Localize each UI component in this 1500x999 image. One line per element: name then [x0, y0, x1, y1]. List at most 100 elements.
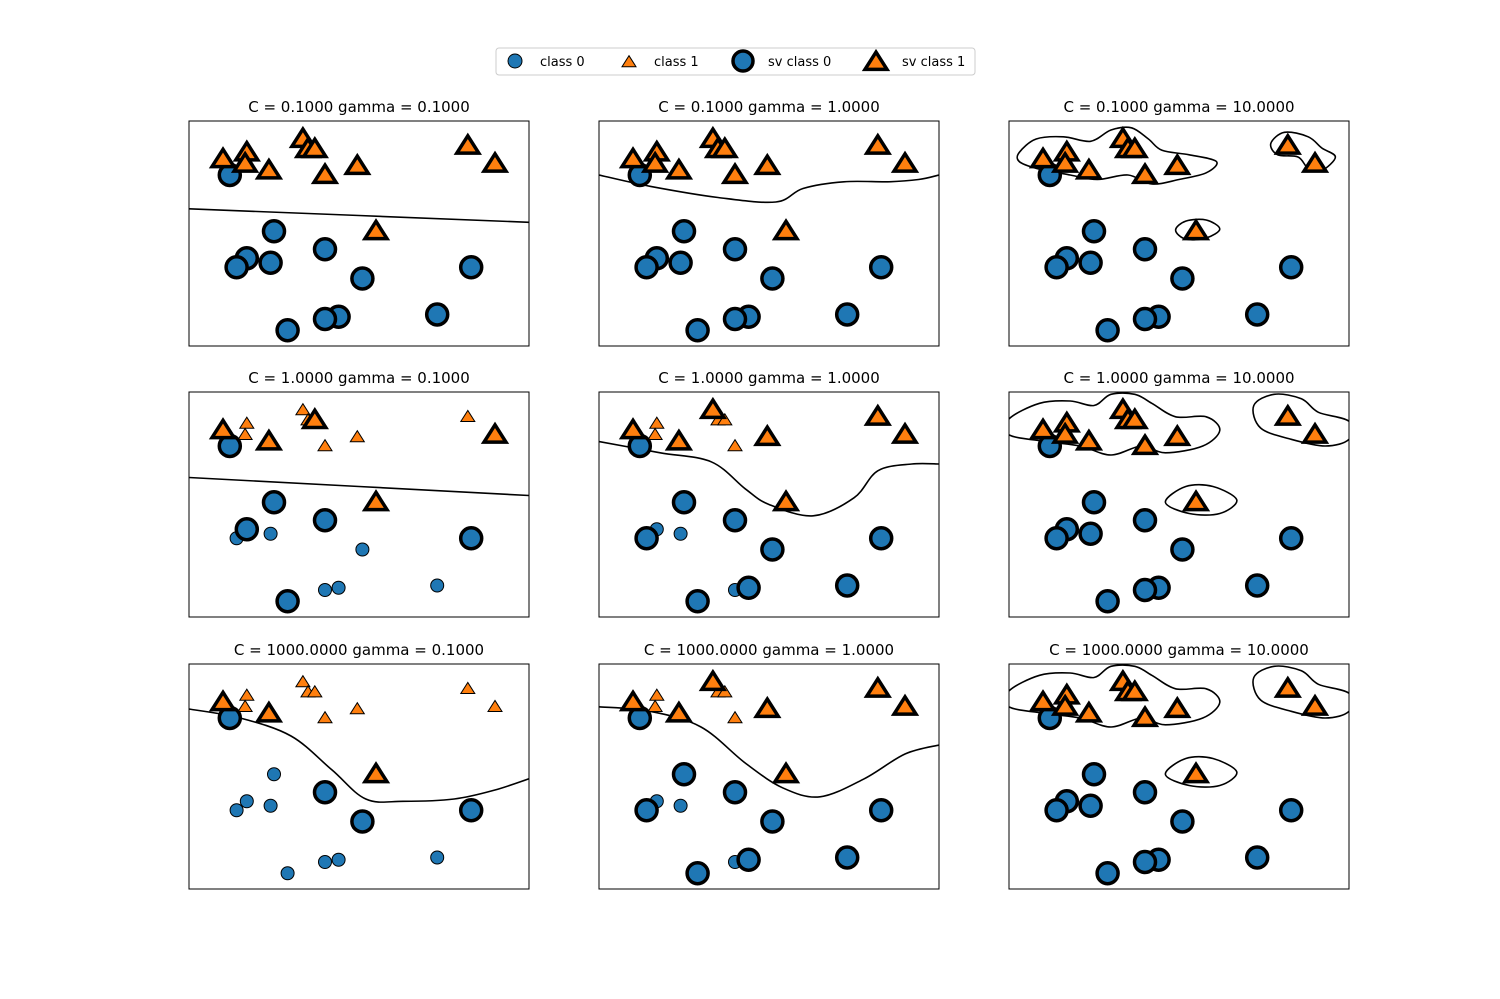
sv-class1-point-20: [1163, 695, 1192, 719]
sv-class1-point-23: [771, 218, 801, 241]
legend-label-class-0: class 0: [540, 55, 585, 70]
sv-class0-point-4: [634, 255, 659, 280]
axes-frame: [188, 663, 530, 890]
sv-class1-point-12: [618, 689, 648, 712]
sv-class1-point-18: [254, 428, 284, 451]
sv-class0-point-9: [1132, 577, 1158, 603]
data-points: [618, 125, 920, 343]
sv-class0-point-7: [868, 255, 894, 280]
sv-class0-point-1: [671, 219, 697, 244]
sv-class0-point-5: [1132, 237, 1158, 262]
sv-class0-point-3: [668, 250, 693, 275]
subplot-title: C = 1000.0000 gamma = 0.1000: [234, 641, 484, 659]
class0-point-6: [355, 542, 370, 557]
sv-class1-point-12: [208, 689, 238, 712]
sv-class0-point-5: [312, 508, 338, 533]
sv-class1-point-22: [480, 421, 510, 444]
sv-class0-point-6: [1170, 537, 1195, 562]
class1-point-19: [727, 438, 743, 452]
sv-class0-point-5: [722, 780, 748, 805]
sv-class0-point-9: [1132, 306, 1158, 332]
subplot-5: C = 1.0000 gamma = 1.0000: [598, 369, 940, 618]
sv-class0-point-7: [1278, 255, 1304, 280]
class0-point-3: [673, 526, 688, 541]
decision-boundary: [599, 440, 939, 517]
sv-class0-point-1: [1081, 762, 1107, 787]
sv-class1-point-23: [771, 489, 801, 512]
subplot-9: C = 1000.0000 gamma = 10.0000: [1008, 641, 1350, 890]
sv-class1-point-17: [300, 135, 329, 159]
sv-class1-point-19: [310, 161, 340, 185]
sv-class1-point-23: [1181, 761, 1211, 784]
data-points: [618, 396, 920, 614]
class0-point-9: [318, 855, 332, 869]
sv-class1-point-17: [300, 406, 329, 430]
class1-point-19: [317, 438, 333, 452]
sv-class0-point-6: [760, 266, 785, 291]
sv-class1-point-20: [1163, 423, 1192, 447]
class1-point-17: [716, 684, 733, 698]
sv-class0-point-6: [1170, 809, 1195, 834]
subplot-title: C = 0.1000 gamma = 1.0000: [658, 98, 880, 116]
sv-class1-point-23: [1181, 218, 1211, 241]
sv-class1-point-22: [890, 150, 920, 173]
legend-marker-sv-class-0: [731, 49, 755, 73]
sv-class1-point-22: [480, 150, 510, 173]
decision-boundary: [599, 706, 939, 798]
sv-class0-point-5: [1132, 508, 1158, 533]
data-points: [1028, 396, 1330, 614]
sv-class0-point-1: [671, 490, 697, 515]
sv-class1-point-18: [1074, 157, 1104, 180]
sv-class1-point-23: [771, 761, 801, 784]
data-points: [1028, 125, 1330, 343]
sv-class0-point-11: [275, 318, 300, 343]
axes-frame: [188, 120, 530, 347]
sv-class1-point-14: [1050, 693, 1080, 716]
sv-class0-point-4: [1044, 526, 1069, 551]
sv-class0-point-1: [261, 490, 287, 515]
class1-point-13: [238, 688, 255, 701]
axes-frame: [598, 663, 940, 890]
sv-class1-point-12: [208, 417, 238, 440]
legend-marker-class-0: [507, 53, 523, 69]
sv-class1-point-22: [1300, 421, 1330, 444]
class1-point-15: [294, 402, 311, 416]
sv-class0-point-8: [736, 847, 761, 872]
sv-class1-point-21: [453, 132, 482, 155]
data-points: [1028, 668, 1330, 886]
boundary-contour-1: [1016, 126, 1218, 185]
sv-class1-point-20: [753, 152, 782, 176]
sv-class1-point-18: [254, 157, 284, 180]
sv-class0-point-7: [868, 798, 894, 823]
boundary-contour-1: [599, 440, 939, 517]
sv-class1-point-18: [254, 700, 284, 723]
subplot-grid: C = 0.1000 gamma = 0.1000 C = 0.1000 gamm…: [188, 98, 1350, 890]
axes-frame: [188, 391, 530, 618]
sv-class1-point-22: [1300, 693, 1330, 716]
sv-class0-point-10: [834, 845, 860, 870]
sv-class0-point-6: [350, 266, 375, 291]
boundary-contour-2: [1252, 665, 1349, 719]
subplot-title: C = 1.0000 gamma = 1.0000: [658, 369, 880, 387]
sv-class1-point-18: [1074, 428, 1104, 451]
sv-class0-point-11: [685, 861, 710, 886]
subplot-title: C = 0.1000 gamma = 0.1000: [248, 98, 470, 116]
class1-point-19: [317, 710, 333, 724]
sv-class1-point-17: [1120, 678, 1149, 702]
subplot-3: C = 0.1000 gamma = 10.0000: [1008, 98, 1350, 347]
subplot-2: C = 0.1000 gamma = 1.0000: [598, 98, 940, 347]
sv-class0-point-11: [1095, 318, 1120, 343]
sv-class1-point-18: [664, 700, 694, 723]
subplot-title: C = 0.1000 gamma = 10.0000: [1063, 98, 1294, 116]
class0-point-4: [229, 803, 244, 818]
class1-point-14: [237, 699, 254, 712]
sv-class1-point-12: [1028, 146, 1058, 169]
decision-boundary: [189, 208, 529, 224]
sv-class0-point-4: [634, 798, 659, 823]
sv-class1-point-20: [753, 695, 782, 719]
sv-class1-point-19: [1130, 704, 1160, 728]
sv-class0-point-11: [1095, 861, 1120, 886]
sv-class1-point-21: [1273, 675, 1302, 698]
boundary-contour-2: [1252, 393, 1349, 447]
class1-point-20: [349, 429, 366, 443]
